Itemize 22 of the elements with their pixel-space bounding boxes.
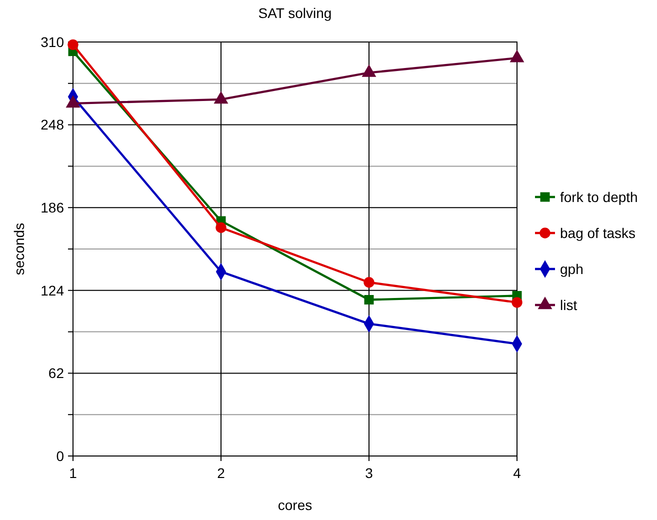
- legend-label: fork to depth: [560, 188, 638, 205]
- y-axis-title: seconds: [11, 222, 27, 276]
- y-tick-label: 62: [48, 365, 64, 382]
- y-tick-label: 310: [40, 34, 64, 50]
- point: [512, 297, 522, 308]
- y-tick-label: 186: [40, 200, 64, 216]
- x-axis-title: cores: [278, 497, 312, 513]
- point: [364, 295, 374, 304]
- point: [216, 222, 226, 233]
- point: [364, 277, 374, 288]
- legend-label: gph: [560, 260, 584, 277]
- y-tick-label: 248: [40, 116, 64, 133]
- chart-title: SAT solving: [258, 5, 332, 21]
- legend-label: bag of tasks: [560, 224, 636, 241]
- x-tick-label: 1: [69, 465, 78, 481]
- x-tick-label: 2: [217, 465, 226, 481]
- x-tick-label: 4: [513, 465, 522, 481]
- legend-label: list: [560, 296, 578, 313]
- y-tick-label: 0: [56, 448, 64, 464]
- y-tick-label: 124: [40, 282, 64, 298]
- point: [68, 39, 78, 50]
- x-tick-label: 3: [365, 465, 374, 481]
